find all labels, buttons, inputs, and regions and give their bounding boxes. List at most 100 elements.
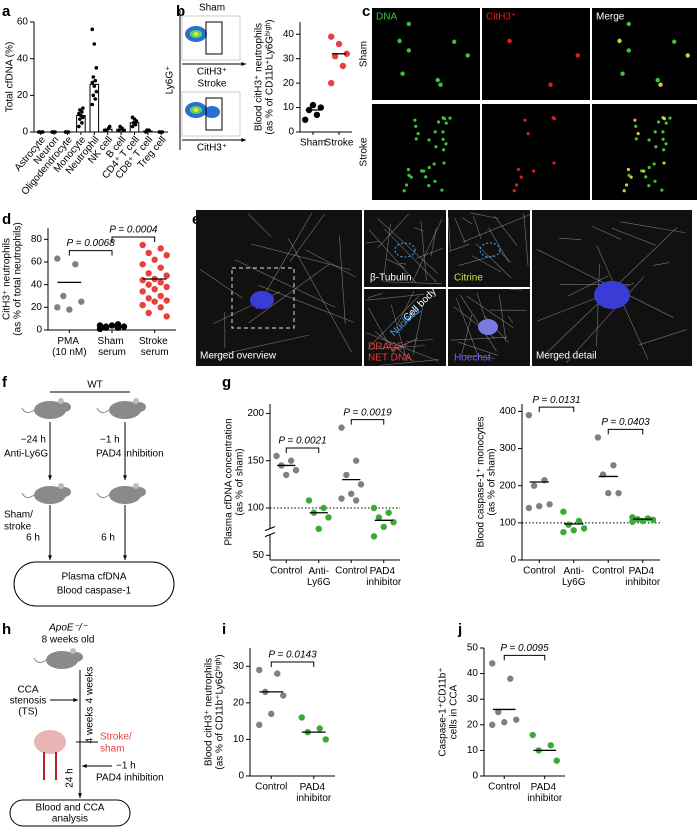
data-point	[331, 53, 339, 60]
label: CitH3⁺	[486, 12, 516, 23]
micrograph-fiber	[380, 359, 439, 366]
label: Merge	[596, 12, 625, 23]
p-value: P = 0.0131	[532, 395, 580, 406]
data-point	[529, 731, 536, 739]
y-tick-label: 20	[233, 697, 245, 708]
data-point	[313, 111, 321, 119]
micrograph-fiber	[386, 258, 405, 268]
y-axis-label: Blood citH3⁺ neutrophils	[254, 23, 265, 131]
label: 4 weeks	[85, 667, 96, 704]
y-axis-label: (as % of sham)	[487, 448, 498, 515]
data-point	[489, 660, 496, 667]
micrograph-fiber	[457, 341, 499, 356]
label: stroke	[4, 522, 32, 533]
x-tick-label: Anti-Ly6G	[307, 566, 331, 588]
micrograph-signal	[661, 137, 665, 141]
micrograph-signal	[444, 121, 448, 125]
y-axis-label: Blood citH3⁺ neutrophils	[204, 658, 215, 766]
data-point	[118, 124, 122, 129]
micrograph-signal	[655, 77, 660, 83]
mouse-icon	[58, 398, 64, 404]
micrograph-fiber	[592, 226, 622, 240]
data-point	[163, 283, 170, 291]
micrograph	[482, 8, 590, 100]
micrograph-signal	[438, 82, 443, 87]
micrograph	[448, 210, 530, 287]
micrograph	[196, 210, 362, 366]
micrograph-fiber	[458, 255, 495, 266]
nucleus-outline	[394, 242, 416, 258]
data-point	[163, 297, 170, 304]
data-point	[530, 482, 538, 489]
data-point	[339, 62, 347, 70]
micrograph-fiber	[470, 212, 499, 219]
arrow-head	[73, 698, 78, 702]
panel-label: f	[2, 374, 8, 391]
data-point	[96, 322, 104, 329]
y-tick-label: 60	[17, 17, 29, 28]
data-point	[151, 286, 158, 293]
micrograph-fiber	[653, 262, 670, 266]
data-point	[302, 116, 309, 123]
data-point	[107, 124, 112, 129]
x-tick-label: Sham	[300, 138, 326, 149]
data-point	[610, 462, 617, 469]
y-tick-label: 10	[467, 745, 479, 756]
x-tick-label: Stroke	[325, 138, 354, 149]
micrograph	[482, 104, 590, 200]
micrograph-signal	[633, 118, 637, 122]
micrograph-signal	[436, 120, 441, 124]
data-point	[108, 322, 116, 329]
micrograph-fiber	[498, 250, 512, 263]
micrograph-signal	[664, 121, 668, 125]
y-axis-label: (as % of sham)	[235, 448, 246, 515]
label: 6 h	[101, 533, 115, 544]
data-point	[380, 523, 387, 531]
micrograph-signal	[442, 161, 446, 165]
arrow-head	[78, 793, 82, 798]
x-tick-label: PAD4 inhibitor	[366, 566, 402, 588]
label: stenosis	[10, 696, 47, 707]
data-point	[594, 434, 602, 441]
panel-label: i	[222, 621, 226, 638]
micrograph-fiber	[247, 213, 272, 238]
micrograph-fiber	[305, 249, 356, 278]
micrograph-fiber	[369, 295, 419, 347]
data-point	[157, 264, 164, 271]
data-point	[495, 708, 502, 716]
micrograph-signal	[427, 165, 431, 170]
micrograph-signal	[435, 77, 440, 83]
data-point	[570, 527, 577, 534]
micrograph-signal	[642, 169, 646, 173]
y-axis-label: (as % of CD11b⁺Ly6Gʰⁱᵍʰ)	[265, 19, 276, 134]
micrograph-signal	[432, 162, 436, 166]
micrograph-fiber	[420, 220, 427, 281]
label: DNA	[376, 12, 397, 23]
micrograph-fiber	[199, 269, 243, 299]
micrograph-fiber	[258, 285, 354, 323]
p-value: P = 0.0143	[268, 650, 317, 661]
mouse-icon	[58, 483, 64, 489]
micrograph-fiber	[611, 227, 656, 246]
data-point	[560, 528, 567, 536]
micrograph-signal	[441, 130, 445, 134]
y-tick-label: 20	[283, 78, 295, 89]
panel-label: a	[2, 3, 11, 20]
data-point	[268, 710, 275, 718]
micrograph-signal	[654, 145, 658, 149]
micrograph-signal	[465, 53, 470, 58]
micrograph-signal	[661, 130, 665, 134]
panel-label: g	[222, 374, 231, 391]
axis-break	[264, 532, 276, 538]
micrograph-signal	[424, 175, 428, 179]
mouse-icon	[133, 398, 139, 404]
data-point	[157, 245, 164, 252]
micrograph-signal	[622, 189, 626, 193]
data-point	[525, 411, 533, 419]
significance-bracket	[285, 447, 320, 453]
micrograph-signal	[434, 145, 438, 149]
micrograph-signal	[662, 148, 666, 152]
label: −1 h	[116, 761, 136, 772]
data-point	[629, 518, 636, 525]
